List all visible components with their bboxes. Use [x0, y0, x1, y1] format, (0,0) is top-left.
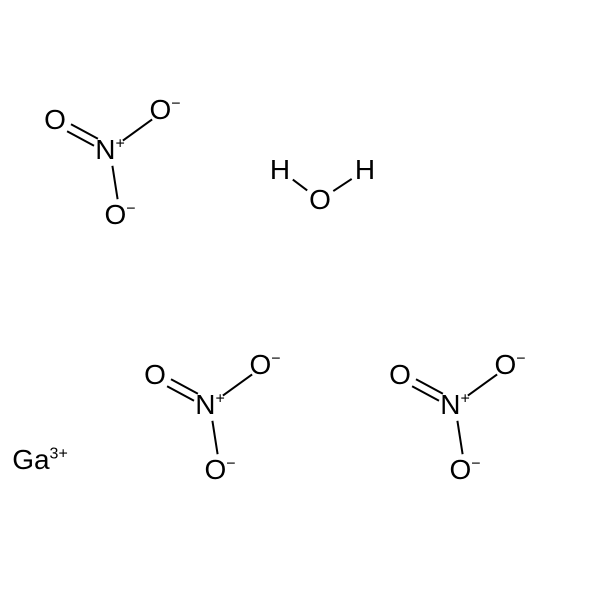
charge-superscript: +	[460, 391, 469, 408]
atom-label-w_O: O	[309, 186, 331, 214]
atom-symbol: H	[270, 154, 290, 185]
charge-superscript: +	[115, 136, 124, 153]
atom-label-n3_O2: O−	[494, 351, 525, 379]
bond-line	[112, 166, 117, 199]
molecule-canvas: Ga3+N+OO−O−HOHN+OO−O−N+OO−O−	[0, 0, 600, 600]
atom-label-n3_O3: O−	[449, 456, 480, 484]
atom-label-w_H1: H	[270, 156, 290, 184]
charge-superscript: +	[215, 391, 224, 408]
atom-symbol: O	[144, 359, 166, 390]
atom-label-n2_O3: O−	[204, 456, 235, 484]
atom-label-n1_O1: O	[44, 106, 66, 134]
bonds-layer	[0, 0, 600, 600]
charge-superscript: −	[271, 351, 280, 368]
bond-line	[468, 374, 497, 395]
charge-superscript: 3+	[50, 446, 68, 463]
atom-label-ga: Ga3+	[12, 446, 68, 474]
bond-line	[212, 421, 217, 454]
atom-label-w_H2: H	[355, 156, 375, 184]
atom-symbol: O	[309, 184, 331, 215]
atom-symbol: Ga	[12, 444, 49, 475]
atom-label-n3_N: N+	[440, 391, 470, 419]
atom-symbol: O	[149, 94, 171, 125]
atom-symbol: O	[204, 454, 226, 485]
charge-superscript: −	[226, 456, 235, 473]
atom-symbol: N	[195, 389, 215, 420]
atom-symbol: N	[95, 134, 115, 165]
atom-symbol: O	[449, 454, 471, 485]
atom-symbol: O	[389, 359, 411, 390]
atom-label-n1_N: N+	[95, 136, 125, 164]
atom-label-n3_O1: O	[389, 361, 411, 389]
bond-line	[223, 374, 252, 395]
bond-line	[123, 119, 152, 140]
charge-superscript: −	[126, 201, 135, 218]
atom-label-n2_O1: O	[144, 361, 166, 389]
bond-line	[293, 180, 307, 191]
atom-symbol: H	[355, 154, 375, 185]
bond-line	[333, 179, 351, 191]
atom-label-n1_O3: O−	[104, 201, 135, 229]
charge-superscript: −	[516, 351, 525, 368]
atom-symbol: O	[104, 199, 126, 230]
atom-label-n1_O2: O−	[149, 96, 180, 124]
atom-label-n2_O2: O−	[249, 351, 280, 379]
atom-symbol: O	[494, 349, 516, 380]
bond-line	[457, 421, 462, 454]
charge-superscript: −	[171, 96, 180, 113]
atom-symbol: O	[249, 349, 271, 380]
charge-superscript: −	[471, 456, 480, 473]
atom-label-n2_N: N+	[195, 391, 225, 419]
atom-symbol: N	[440, 389, 460, 420]
atom-symbol: O	[44, 104, 66, 135]
